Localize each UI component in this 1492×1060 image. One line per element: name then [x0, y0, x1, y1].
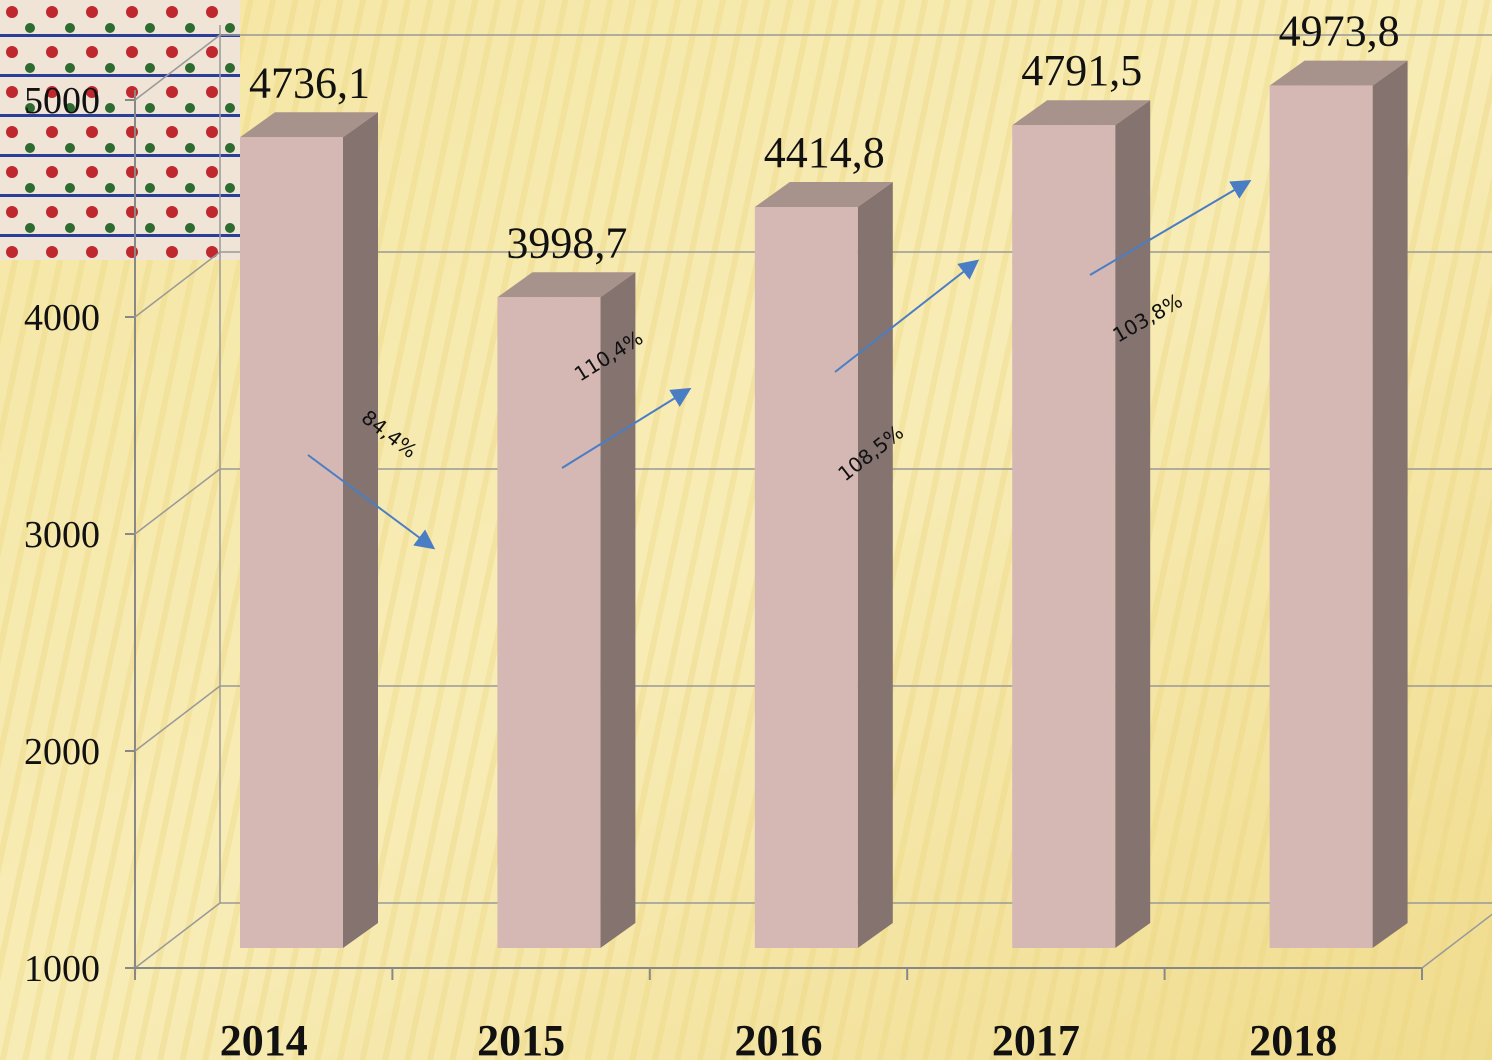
growth-arrow	[1089, 179, 1252, 276]
y-tick-label: 1000	[24, 948, 100, 990]
bar-top	[240, 112, 378, 138]
y-tick-label: 4000	[24, 297, 100, 339]
floor-edge	[1421, 913, 1492, 969]
bar-side	[857, 181, 893, 948]
bar-top	[1012, 100, 1151, 126]
value-label: 4791,5	[1021, 46, 1142, 95]
value-label: 4414,8	[764, 128, 885, 177]
grid-line	[134, 468, 221, 535]
bar-side	[1115, 100, 1151, 948]
grid-line	[134, 685, 221, 752]
y-tick-label: 2000	[24, 731, 100, 773]
bar-top	[497, 272, 636, 298]
x-tick-label: 2016	[735, 1016, 823, 1060]
grid-line	[134, 34, 221, 101]
photo	[0, 0, 240, 260]
bar	[1269, 85, 1373, 948]
bar	[754, 206, 858, 948]
bar-top	[1269, 60, 1408, 86]
bar-side	[600, 272, 636, 948]
value-label: 4736,1	[249, 58, 370, 107]
x-tick-label: 2015	[477, 1016, 565, 1060]
bar	[240, 137, 343, 948]
bar	[1012, 125, 1116, 948]
value-label: 3998,7	[506, 218, 627, 267]
bar	[497, 297, 601, 948]
growth-arrow	[561, 387, 692, 469]
x-tick-label: 2018	[1249, 1016, 1337, 1060]
growth-arrow	[834, 259, 980, 373]
bar-side	[1372, 60, 1408, 948]
y-tick-label: 3000	[24, 514, 100, 556]
value-label: 4973,8	[1279, 7, 1400, 56]
grid-line	[134, 902, 221, 969]
x-tick-label: 2017	[992, 1016, 1080, 1060]
bar-side	[343, 112, 378, 948]
bar-top	[754, 181, 893, 207]
y-tick-label: 5000	[24, 80, 100, 122]
x-tick-label: 2014	[220, 1016, 308, 1060]
grid-line	[134, 251, 221, 318]
growth-arrow	[307, 454, 436, 550]
